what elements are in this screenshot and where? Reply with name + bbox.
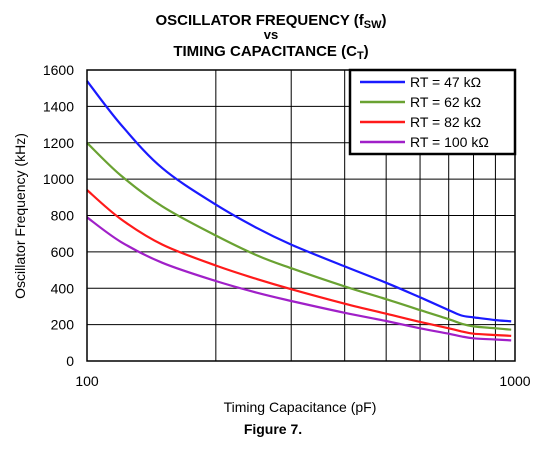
chart-title-line1: OSCILLATOR FREQUENCY (fSW) bbox=[155, 12, 386, 31]
plot-frame bbox=[86, 69, 516, 362]
y-tick-label: 0 bbox=[66, 353, 74, 369]
series-line-2 bbox=[86, 142, 512, 331]
y-tick-label: 1400 bbox=[43, 98, 74, 114]
legend-label: RT = 82 kΩ bbox=[410, 114, 481, 130]
legend-label: RT = 62 kΩ bbox=[410, 94, 481, 110]
y-tick-label: 1200 bbox=[43, 135, 74, 151]
x-tick-label: 1000 bbox=[499, 373, 530, 389]
series-line-1 bbox=[86, 80, 512, 323]
y-tick-label: 1000 bbox=[43, 171, 74, 187]
chart-title-line3: TIMING CAPACITANCE (CT) bbox=[173, 43, 368, 62]
legend-label: RT = 47 kΩ bbox=[410, 74, 481, 90]
x-axis-label: Timing Capacitance (pF) bbox=[224, 399, 377, 415]
chart-title-line2: vs bbox=[264, 27, 278, 42]
y-tick-label: 600 bbox=[51, 244, 75, 260]
series-layer bbox=[86, 80, 512, 342]
figure-caption: Figure 7. bbox=[244, 421, 302, 437]
y-tick-label: 1600 bbox=[43, 62, 74, 78]
series-line-3 bbox=[86, 189, 512, 337]
tick-layer: 0 200 400 600 800 1000 1200 1400 1600 100 1000 bbox=[43, 62, 531, 389]
series-line-4 bbox=[86, 216, 512, 342]
legend-label: RT = 100 kΩ bbox=[410, 134, 489, 150]
legend-box bbox=[348, 68, 517, 156]
legend: RT = 47 kΩ RT = 62 kΩ RT = 82 kΩ RT = 100 k… bbox=[348, 68, 517, 156]
y-tick-label: 800 bbox=[51, 208, 75, 224]
y-axis-label: Oscillator Frequency (kHz) bbox=[12, 133, 28, 299]
y-tick-label: 400 bbox=[51, 280, 75, 296]
y-tick-label: 200 bbox=[51, 317, 75, 333]
x-tick-label: 100 bbox=[75, 373, 99, 389]
